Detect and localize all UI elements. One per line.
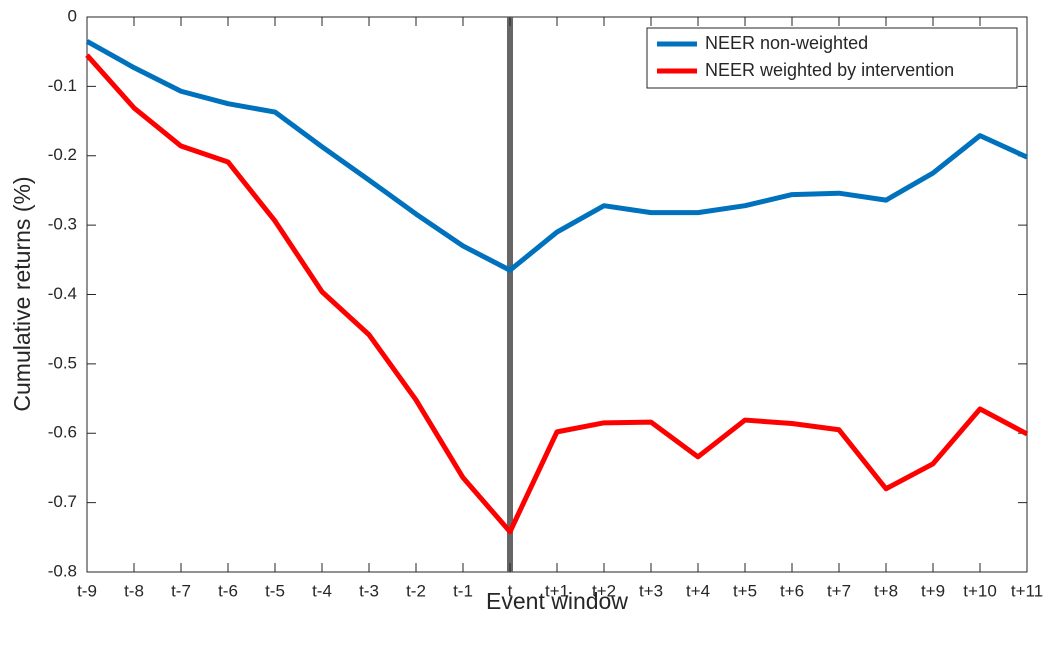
y-tick-label: -0.1 xyxy=(48,76,77,95)
x-axis-label: Event window xyxy=(486,588,628,614)
y-tick-label: -0.3 xyxy=(48,215,77,234)
x-tick-label: t-1 xyxy=(453,581,473,600)
x-tick-label: t+2 xyxy=(592,581,616,600)
y-tick-label: -0.6 xyxy=(48,423,77,442)
y-tick-label: -0.2 xyxy=(48,145,77,164)
legend-label: NEER non-weighted xyxy=(705,33,868,53)
y-tick-label: -0.8 xyxy=(48,561,77,580)
legend-box xyxy=(646,27,1018,89)
x-tick-label: t+3 xyxy=(639,581,663,600)
y-tick-label: -0.7 xyxy=(48,492,77,511)
y-tick-label: -0.5 xyxy=(48,353,77,372)
x-tick-label: t-5 xyxy=(265,581,285,600)
x-tick-label: t-7 xyxy=(171,581,191,600)
y-tick-label: 0 xyxy=(68,6,77,25)
y-tick-label: -0.4 xyxy=(48,284,77,303)
x-tick-label: t+8 xyxy=(874,581,898,600)
x-tick-label: t-4 xyxy=(312,581,332,600)
x-tick-label: t-6 xyxy=(218,581,238,600)
plot-frame xyxy=(86,16,1028,573)
x-tick-label: t+1 xyxy=(545,581,569,600)
x-tick-label: t-3 xyxy=(359,581,379,600)
x-tick-label: t+11 xyxy=(1011,581,1043,600)
x-tick-label: t+10 xyxy=(963,581,997,600)
line-series xyxy=(85,53,1029,535)
legend-label: NEER weighted by intervention xyxy=(705,60,954,80)
x-tick-label: t-8 xyxy=(124,581,144,600)
x-tick-label: t+7 xyxy=(827,581,851,600)
x-tick-label: t+6 xyxy=(780,581,804,600)
line-series xyxy=(85,39,1029,273)
y-axis-label: Cumulative returns (%) xyxy=(9,176,35,411)
x-tick-label: t xyxy=(508,581,513,600)
x-tick-label: t+9 xyxy=(921,581,945,600)
x-tick-label: t-2 xyxy=(406,581,426,600)
x-tick-label: t+5 xyxy=(733,581,757,600)
x-tick-label: t+4 xyxy=(686,581,710,600)
x-tick-label: t-9 xyxy=(77,581,97,600)
